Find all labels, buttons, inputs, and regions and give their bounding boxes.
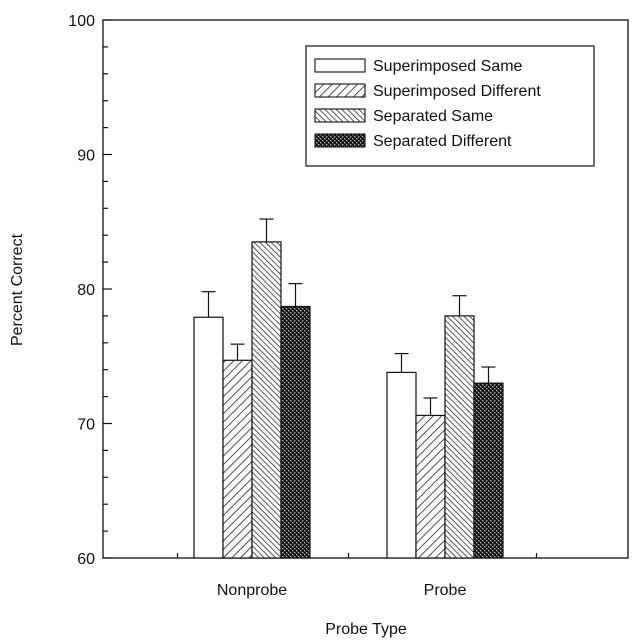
y-axis-title: Percent Correct <box>9 233 26 346</box>
bar <box>222 359 253 559</box>
y-tick-label: 70 <box>77 417 95 434</box>
bar <box>280 305 311 559</box>
bar <box>473 382 504 559</box>
bar <box>193 316 224 559</box>
legend-swatch <box>314 108 366 123</box>
bar <box>386 371 417 559</box>
x-tick-label: Nonprobe <box>217 582 287 599</box>
legend-swatch <box>314 133 366 148</box>
y-tick-label: 100 <box>68 13 95 30</box>
y-tick-label: 60 <box>77 551 95 568</box>
x-axis-title: Probe Type <box>325 621 407 638</box>
bar <box>444 315 475 559</box>
x-tick-label: Probe <box>424 582 467 599</box>
bar <box>251 241 282 559</box>
legend-swatch <box>314 83 366 98</box>
axes: 60 70 80 90 100 Nonprobe Probe <box>68 13 629 599</box>
legend-swatch <box>314 58 366 73</box>
bars-layer <box>193 218 504 559</box>
legend-label: Superimposed Different <box>373 83 541 100</box>
y-tick-label: 90 <box>77 148 95 165</box>
legend-label: Separated Different <box>373 133 512 150</box>
bar <box>415 414 446 559</box>
y-tick-label: 80 <box>77 282 95 299</box>
legend-label: Superimposed Same <box>373 58 523 75</box>
legend-label: Separated Same <box>373 108 493 125</box>
legend: Superimposed Same Superimposed Different S… <box>305 45 595 167</box>
